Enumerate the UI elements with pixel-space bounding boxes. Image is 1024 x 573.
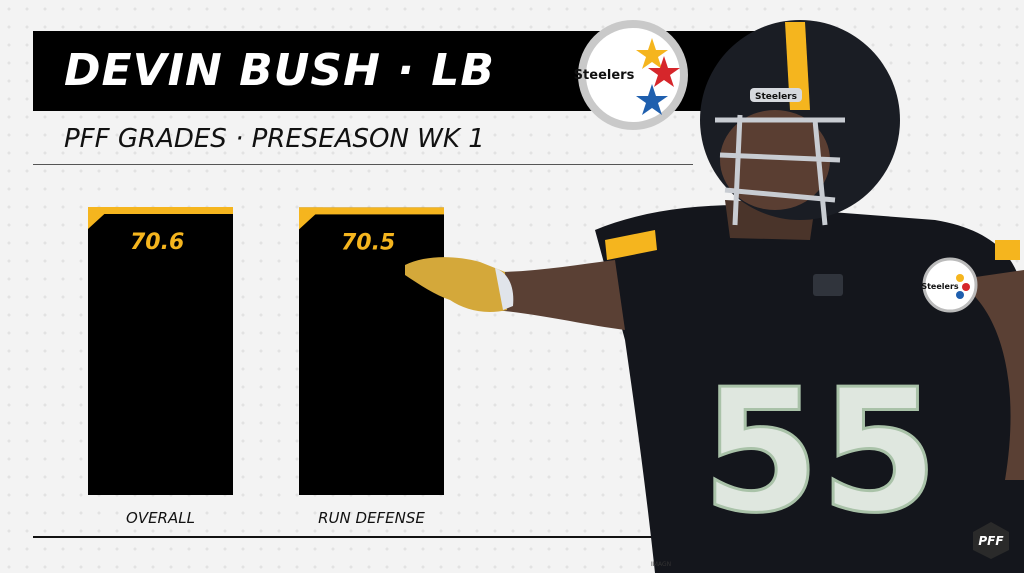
bar-group-0: 70.6 OVERALL bbox=[88, 207, 233, 527]
jersey-number: 55 bbox=[702, 353, 939, 551]
player-name-title: DEVIN BUSH · LB bbox=[64, 45, 495, 96]
bar-overall bbox=[88, 207, 233, 495]
category-label-0: OVERALL bbox=[126, 509, 195, 527]
pff-brand-text: PFF bbox=[978, 534, 1004, 548]
divider-top bbox=[33, 164, 693, 165]
player-photo: Steelers Steelers 55 bbox=[405, 20, 1024, 573]
category-label-1: RUN DEFENSE bbox=[318, 509, 425, 527]
steelers-logo-text: Steelers bbox=[574, 68, 635, 83]
bar-corner-0 bbox=[88, 207, 112, 229]
bar-cap-0 bbox=[88, 207, 233, 214]
steelers-logo-icon: Steelers bbox=[574, 20, 688, 130]
pff-brand-icon: PFF bbox=[973, 522, 1009, 559]
bar-group-1: 70.5 RUN DEFENSE bbox=[299, 207, 444, 527]
value-label-0: 70.6 bbox=[130, 230, 184, 255]
bar-cap-1 bbox=[299, 207, 444, 215]
helmet-text: Steelers bbox=[755, 92, 797, 102]
photo-credit: IMAGN bbox=[651, 561, 672, 568]
chart-subtitle: PFF GRADES · PRESEASON WK 1 bbox=[64, 124, 485, 154]
divider-bottom bbox=[33, 536, 693, 538]
bar-run-defense bbox=[299, 207, 444, 495]
bar-corner-1 bbox=[299, 207, 323, 230]
value-label-1: 70.5 bbox=[341, 230, 395, 255]
svg-text:Steelers: Steelers bbox=[921, 282, 959, 291]
